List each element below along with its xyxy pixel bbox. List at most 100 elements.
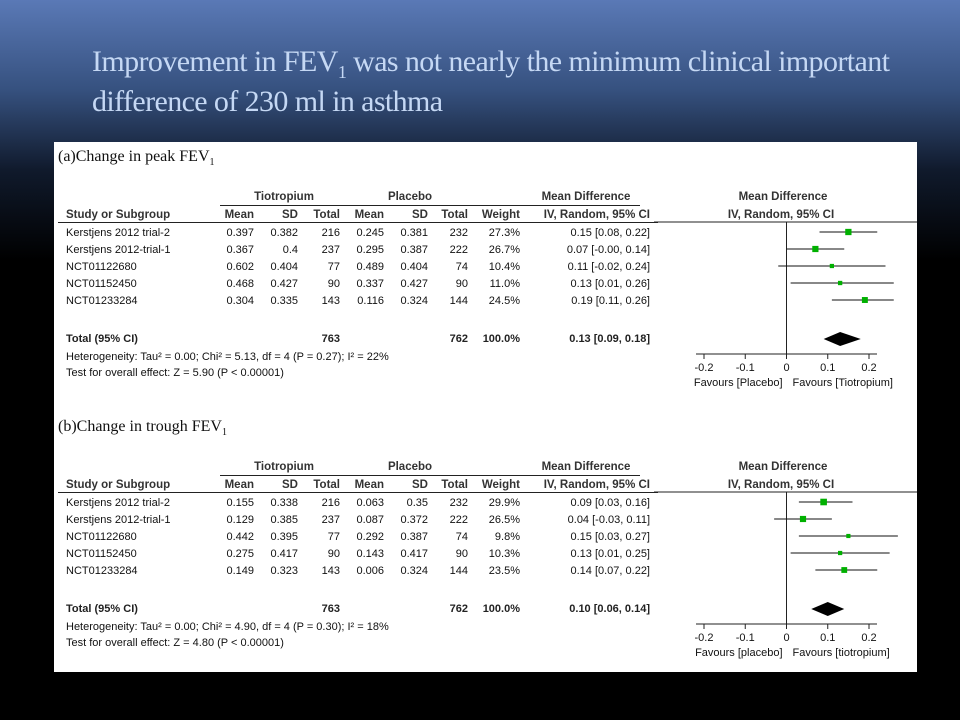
table-cell-p_sd: 0.372 bbox=[400, 514, 428, 526]
table-cell-t_mean: 0.367 bbox=[226, 244, 254, 256]
table-cell-p_total: 232 bbox=[449, 227, 468, 239]
table-cell-p_sd: 0.404 bbox=[400, 261, 428, 273]
table-cell-ci: 0.04 [-0.03, 0.11] bbox=[567, 514, 650, 526]
table-cell-p_total: 144 bbox=[449, 295, 468, 307]
slide-title-part1: Improvement in FEV bbox=[92, 45, 338, 78]
column-header: Study or Subgroup bbox=[66, 209, 171, 221]
table-cell-p_total: 232 bbox=[449, 497, 468, 509]
forest-plot-svg: -0.2 -0.1 0 0.1 0.2 Favours [Placebo] Favours … bbox=[654, 221, 917, 389]
table-cell-t_sd: 0.323 bbox=[270, 565, 298, 577]
favours-left-label: Favours [placebo] bbox=[695, 647, 782, 659]
study-marker bbox=[861, 297, 868, 303]
table-cell-p_mean: 0.116 bbox=[357, 295, 384, 307]
table-top-rule bbox=[58, 222, 658, 223]
x-axis-tick-label: 0.2 bbox=[861, 362, 876, 374]
header-rule bbox=[220, 475, 640, 476]
table-cell-study: NCT01122680 bbox=[66, 261, 137, 273]
table-cell-weight: 9.8% bbox=[494, 531, 520, 543]
table-cell-t_sd: 0.404 bbox=[270, 261, 298, 273]
column-header: Weight bbox=[481, 209, 520, 221]
forest-plot-title: (b)Change in trough FEV1 bbox=[58, 418, 227, 438]
forest-plot-title-subscript: 1 bbox=[209, 157, 215, 169]
table-cell-t_mean: 0.397 bbox=[226, 227, 254, 239]
group-header-control: Placebo bbox=[387, 191, 433, 203]
x-axis-tick-label: -0.2 bbox=[695, 362, 714, 374]
group-header-treatment: Tiotropium bbox=[254, 191, 314, 203]
column-header: Weight bbox=[481, 479, 520, 491]
total-control: 762 bbox=[449, 333, 468, 345]
table-cell-t_sd: 0.335 bbox=[270, 295, 298, 307]
pooled-diamond bbox=[823, 332, 861, 346]
table-cell-weight: 29.9% bbox=[488, 497, 520, 509]
table-cell-weight: 11.0% bbox=[489, 278, 520, 290]
table-cell-t_total: 77 bbox=[327, 531, 340, 543]
table-cell-weight: 23.5% bbox=[488, 565, 520, 577]
heterogeneity-text: Heterogeneity: Tau² = 0.00; Chi² = 4.90,… bbox=[66, 621, 389, 633]
table-cell-t_mean: 0.468 bbox=[226, 278, 254, 290]
column-header: SD bbox=[412, 209, 428, 221]
x-axis-tick-label: -0.1 bbox=[736, 362, 755, 374]
study-marker bbox=[829, 263, 834, 269]
table-cell-weight: 27.3% bbox=[488, 227, 520, 239]
overall-effect-text: Test for overall effect: Z = 5.90 (P < 0… bbox=[66, 367, 284, 379]
x-axis-tick-label: -0.2 bbox=[695, 632, 714, 644]
table-cell-p_total: 144 bbox=[449, 565, 468, 577]
table-cell-t_total: 90 bbox=[327, 278, 340, 290]
table-cell-weight: 10.4% bbox=[488, 261, 520, 273]
table-cell-ci: 0.13 [0.01, 0.26] bbox=[570, 278, 650, 290]
table-cell-t_sd: 0.4 bbox=[282, 244, 298, 256]
favours-left-label: Favours [Placebo] bbox=[694, 377, 783, 389]
column-header: Mean bbox=[354, 209, 384, 221]
table-cell-p_sd: 0.417 bbox=[400, 548, 428, 560]
group-header-mean-difference: Mean Difference bbox=[541, 461, 631, 473]
column-header: Total bbox=[441, 209, 468, 221]
table-cell-ci: 0.11 [-0.02, 0.24] bbox=[567, 261, 650, 273]
table-cell-study: Kerstjens 2012 trial-2 bbox=[66, 497, 170, 509]
table-cell-p_total: 90 bbox=[455, 278, 468, 290]
table-cell-t_mean: 0.155 bbox=[226, 497, 254, 509]
table-top-rule bbox=[58, 492, 658, 493]
study-marker bbox=[820, 498, 827, 506]
column-header: IV, Random, 95% CI bbox=[543, 209, 650, 221]
x-axis-tick-label: 0.1 bbox=[820, 632, 835, 644]
table-cell-study: NCT01152450 bbox=[66, 278, 137, 290]
column-header: Mean bbox=[224, 209, 254, 221]
table-cell-t_mean: 0.442 bbox=[226, 531, 254, 543]
table-cell-t_mean: 0.275 bbox=[226, 548, 254, 560]
table-cell-ci: 0.07 [-0.00, 0.14] bbox=[566, 244, 650, 256]
header-rule bbox=[220, 205, 640, 206]
table-cell-t_total: 237 bbox=[321, 244, 340, 256]
table-cell-t_total: 143 bbox=[321, 565, 340, 577]
table-cell-p_total: 90 bbox=[455, 548, 468, 560]
table-cell-study: NCT01152450 bbox=[66, 548, 137, 560]
table-cell-weight: 10.3% bbox=[488, 548, 520, 560]
column-header-plot: IV, Random, 95% CI bbox=[727, 209, 835, 221]
overall-effect-text: Test for overall effect: Z = 4.80 (P < 0… bbox=[66, 637, 284, 649]
table-cell-t_mean: 0.149 bbox=[226, 565, 254, 577]
table-cell-weight: 24.5% bbox=[488, 295, 520, 307]
group-header-treatment: Tiotropium bbox=[254, 461, 314, 473]
table-cell-ci: 0.14 [0.07, 0.22] bbox=[570, 565, 650, 577]
table-cell-study: NCT01122680 bbox=[66, 531, 137, 543]
table-cell-study: Kerstjens 2012-trial-1 bbox=[66, 514, 171, 526]
table-cell-study: NCT01233284 bbox=[66, 565, 138, 577]
table-cell-p_total: 222 bbox=[449, 514, 468, 526]
table-cell-t_total: 237 bbox=[321, 514, 340, 526]
slide-title-part2: was not nearly the minimum clinical impo… bbox=[92, 45, 890, 118]
table-cell-study: NCT01233284 bbox=[66, 295, 138, 307]
slide-title: Improvement in FEV1 was not nearly the m… bbox=[92, 42, 912, 122]
column-header: Mean bbox=[224, 479, 254, 491]
column-header: Mean bbox=[354, 479, 384, 491]
table-cell-t_sd: 0.417 bbox=[270, 548, 298, 560]
column-header: SD bbox=[282, 209, 298, 221]
table-cell-p_mean: 0.143 bbox=[356, 548, 384, 560]
table-cell-p_sd: 0.387 bbox=[400, 531, 428, 543]
table-cell-p_mean: 0.489 bbox=[356, 261, 384, 273]
study-marker bbox=[799, 515, 807, 523]
column-header: IV, Random, 95% CI bbox=[543, 479, 650, 491]
table-cell-t_total: 216 bbox=[321, 497, 340, 509]
total-ci: 0.13 [0.09, 0.18] bbox=[569, 333, 650, 345]
forest-plot-svg: -0.2 -0.1 0 0.1 0.2 Favours [placebo] Favours … bbox=[654, 491, 917, 659]
table-cell-t_sd: 0.382 bbox=[270, 227, 298, 239]
group-header-mean-difference: Mean Difference bbox=[541, 191, 631, 203]
